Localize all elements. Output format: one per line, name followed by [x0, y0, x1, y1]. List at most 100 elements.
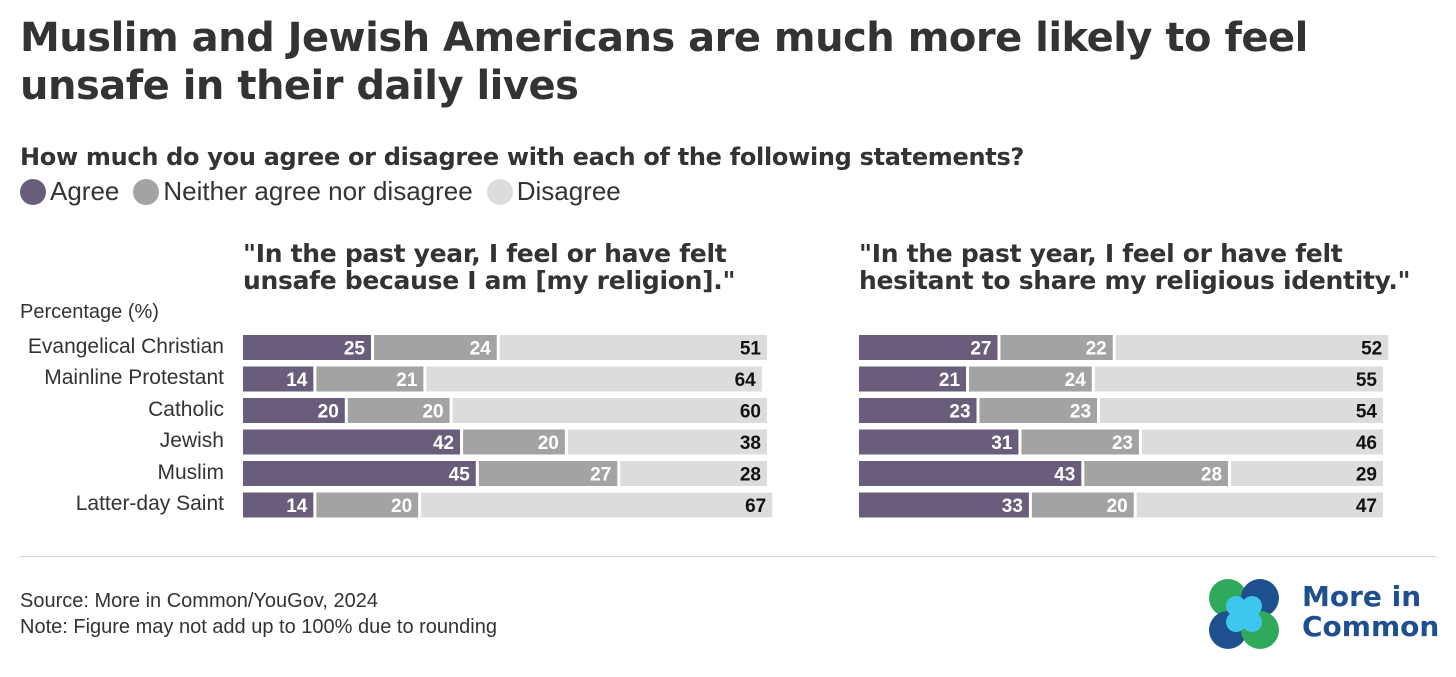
bar-segment — [1031, 492, 1134, 518]
logo-line-1: More in — [1302, 580, 1422, 613]
bar-segment — [567, 429, 767, 455]
category-label: Mainline Protestant — [44, 366, 224, 389]
bar-value-label: 28 — [1201, 465, 1222, 486]
category-label: Muslim — [157, 461, 225, 484]
bar-value-label: 14 — [286, 496, 308, 517]
bar-value-label: 31 — [991, 433, 1013, 454]
bar-value-label: 21 — [396, 370, 418, 391]
legend: Agree Neither agree nor disagree Disagre… — [20, 176, 635, 207]
bar-segment — [426, 366, 762, 392]
source-note: Source: More in Common/YouGov, 2024 — [20, 590, 378, 612]
bar-segment — [316, 492, 419, 518]
bar-segment — [421, 492, 773, 518]
bar-value-label: 45 — [449, 465, 471, 486]
logo-wordmark: More in Common — [1302, 582, 1439, 642]
bar-value-label: 20 — [1107, 496, 1128, 517]
bar-value-label: 43 — [1054, 465, 1075, 486]
bar-value-label: 23 — [1112, 433, 1133, 454]
bar-segment — [859, 335, 998, 360]
bar-segment — [859, 366, 967, 392]
bar-value-label: 23 — [949, 402, 970, 423]
legend-swatch-disagree — [486, 178, 513, 205]
panel-title-unsafe: "In the past year, I feel or have felt u… — [243, 239, 736, 295]
bar-value-label: 20 — [391, 496, 412, 517]
bar-segment — [979, 398, 1098, 423]
legend-item-agree: Agree — [20, 176, 119, 207]
bar-value-label: 54 — [1356, 402, 1378, 423]
stacked-bar-chart: 25 24 51 14 21 64 20 20 60 42 20 38 45 27 28 14 20 67 27 22… — [243, 335, 1389, 518]
question-subtitle: How much do you agree or disagree with e… — [20, 143, 1025, 171]
bar-segment — [859, 492, 1029, 518]
bar-segment — [859, 429, 1019, 455]
more-in-common-logo-icon — [1209, 579, 1279, 649]
bar-value-label: 21 — [939, 370, 961, 391]
bar-value-label: 38 — [740, 433, 761, 454]
bar-value-label: 47 — [1356, 496, 1377, 517]
legend-label-disagree: Disagree — [516, 176, 621, 206]
bar-segment — [1100, 398, 1383, 423]
bar-value-label: 25 — [344, 339, 366, 360]
y-axis-label: Percentage (%) — [20, 301, 159, 323]
legend-label-agree: Agree — [50, 176, 120, 206]
bar-value-label: 27 — [970, 339, 991, 360]
bar-segment — [452, 398, 767, 423]
bar-segment — [1094, 366, 1383, 392]
bar-value-label: 28 — [740, 465, 761, 486]
footer-divider — [20, 556, 1436, 557]
legend-label-neither: Neither agree nor disagree — [163, 176, 473, 206]
bar-value-label: 14 — [286, 370, 308, 391]
bar-value-label: 20 — [318, 402, 339, 423]
legend-swatch-neither — [133, 178, 160, 205]
bar-segment — [1000, 335, 1113, 360]
bar-segment — [374, 335, 497, 360]
bar-segment — [1084, 461, 1229, 486]
category-label: Jewish — [159, 429, 224, 452]
bar-value-label: 46 — [1356, 433, 1377, 454]
bar-segment — [1136, 492, 1383, 518]
chart-title: Muslim and Jewish Americans are much mor… — [20, 15, 1308, 109]
bar-segment — [620, 461, 767, 486]
bar-value-label: 33 — [1002, 496, 1023, 517]
bar-segment — [478, 461, 618, 486]
bar-segment — [243, 366, 314, 392]
bar-value-label: 23 — [1070, 402, 1091, 423]
legend-item-neither: Neither agree nor disagree — [133, 176, 473, 207]
bar-value-label: 64 — [735, 370, 757, 391]
bar-segment — [1115, 335, 1389, 360]
logo-line-2: Common — [1302, 610, 1440, 643]
bar-value-label: 27 — [590, 465, 611, 486]
bar-segment — [969, 366, 1092, 392]
legend-item-disagree: Disagree — [486, 176, 621, 207]
bar-value-label: 20 — [422, 402, 443, 423]
category-label: Catholic — [148, 398, 224, 421]
bar-value-label: 24 — [470, 339, 492, 360]
bar-value-label: 67 — [745, 496, 766, 517]
bar-value-label: 51 — [740, 339, 762, 360]
bar-segment — [1141, 429, 1383, 455]
bar-segment — [243, 398, 345, 423]
bar-segment — [1231, 461, 1383, 486]
bar-segment — [1021, 429, 1139, 455]
bar-segment — [243, 429, 461, 455]
category-label: Evangelical Christian — [27, 335, 224, 358]
bar-segment — [859, 398, 977, 423]
bar-value-label: 42 — [433, 433, 454, 454]
bar-segment — [347, 398, 450, 423]
bar-segment — [499, 335, 767, 360]
bar-segment — [463, 429, 565, 455]
bar-value-label: 24 — [1065, 370, 1087, 391]
legend-swatch-agree — [20, 178, 46, 205]
bar-segment — [859, 461, 1082, 486]
bar-value-label: 29 — [1356, 465, 1377, 486]
bar-value-label: 20 — [538, 433, 559, 454]
rounding-note: Note: Figure may not add up to 100% due … — [20, 616, 497, 638]
panel-title-hesitant: "In the past year, I feel or have felt h… — [859, 239, 1411, 295]
bar-value-label: 55 — [1356, 370, 1378, 391]
bar-segment — [243, 492, 314, 518]
bar-value-label: 22 — [1086, 339, 1107, 360]
bar-segment — [243, 461, 476, 486]
bar-value-label: 52 — [1361, 339, 1382, 360]
bar-segment — [243, 335, 371, 360]
bar-segment — [316, 366, 424, 392]
bar-value-label: 60 — [740, 402, 761, 423]
